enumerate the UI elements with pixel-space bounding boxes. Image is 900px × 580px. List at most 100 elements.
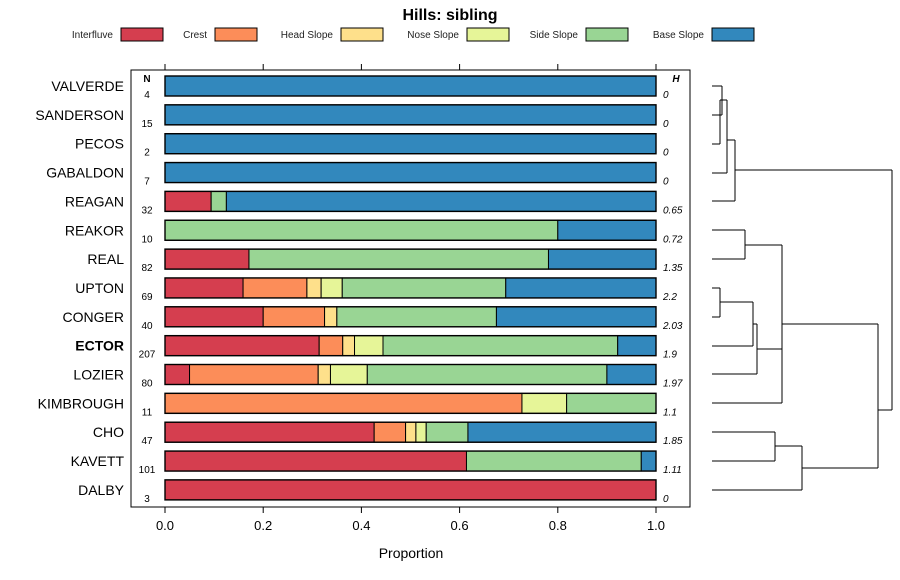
bar-segment <box>557 219 657 241</box>
category-label: REAKOR <box>65 222 124 238</box>
bar-row <box>164 479 657 501</box>
bar-segment <box>329 364 368 385</box>
h-label: 2.03 <box>662 321 683 332</box>
dendrogram-branch <box>712 99 722 145</box>
bar-segment <box>225 190 657 212</box>
bar-segment <box>640 450 657 472</box>
category-label: DALBY <box>78 482 125 498</box>
category-label: CONGER <box>63 309 124 325</box>
n-label: 82 <box>141 263 153 274</box>
bar-segment <box>189 364 319 385</box>
bar-row <box>164 450 657 472</box>
n-label: 3 <box>144 494 150 505</box>
category-label: SANDERSON <box>35 107 124 123</box>
bar-segment <box>467 421 657 443</box>
bar-outline <box>164 219 657 241</box>
category-labels: VALVERDE SANDERSON PECOS GABALDON REAGAN REAK… <box>35 78 124 498</box>
bar-row <box>164 248 657 270</box>
category-label: PECOS <box>75 136 124 152</box>
bar-row <box>164 75 657 97</box>
bar-outline <box>164 306 657 328</box>
h-label: 0.65 <box>663 205 683 216</box>
h-label: 1.1 <box>663 407 677 418</box>
bar-segment <box>164 479 657 501</box>
h-label: 1.11 <box>663 465 682 476</box>
bar-row <box>164 132 657 155</box>
legend-label: Nose Slope <box>407 30 459 41</box>
bar-segment <box>248 248 549 270</box>
n-labels: 4 15 2 7 32 10 82 69 40 207 80 11 47 101 3 <box>139 90 156 505</box>
n-label: 80 <box>141 379 153 390</box>
dendrogram-branch <box>712 244 783 404</box>
bar-row <box>164 392 657 415</box>
n-label: 7 <box>144 177 150 188</box>
bar-segment <box>547 248 657 270</box>
h-label: 2.2 <box>662 292 677 303</box>
category-label: UPTON <box>75 280 124 296</box>
legend: Interfluve Crest Head Slope Nose Slope Side … <box>72 27 755 42</box>
bar-segment <box>495 306 657 328</box>
bar-row <box>164 421 657 443</box>
bar-outline <box>164 75 657 97</box>
n-header: N <box>143 74 150 85</box>
bar-segment <box>425 421 469 443</box>
h-labels: 0 0 0 0 0.65 0.72 1.35 2.2 2.03 1.9 1.97 1.1 1.85 1.1… <box>662 90 683 505</box>
bar-segment <box>164 248 250 270</box>
dendrogram-branch <box>712 287 721 318</box>
legend-swatch <box>214 27 258 42</box>
bar-segment <box>164 392 523 414</box>
bar-segment <box>318 335 344 357</box>
bars-layer <box>164 75 657 501</box>
x-axis: 0.0 0.2 0.4 0.6 0.8 1.0 <box>156 507 665 533</box>
legend-label: Crest <box>183 30 207 41</box>
bar-segment <box>242 277 308 299</box>
n-label: 207 <box>139 350 156 361</box>
category-label: REAL <box>87 251 124 267</box>
category-label: GABALDON <box>46 165 124 181</box>
h-label: 0 <box>663 90 669 101</box>
bar-segment <box>566 392 657 414</box>
bar-outline <box>164 132 657 155</box>
bar-row <box>164 161 657 184</box>
dendrogram-branch <box>712 301 754 347</box>
legend-label: Base Slope <box>653 30 705 41</box>
legend-label: Head Slope <box>281 30 334 41</box>
bar-segment <box>366 364 608 385</box>
bar-row <box>164 219 657 241</box>
bar-segment <box>415 421 427 443</box>
bar-segment <box>164 450 467 472</box>
h-label: 1.85 <box>663 436 683 447</box>
bar-segment <box>164 219 559 241</box>
h-label: 1.97 <box>663 379 683 390</box>
bar-segment <box>324 306 338 328</box>
bar-outline <box>164 248 657 270</box>
plot-frame <box>130 69 691 508</box>
bar-segment <box>606 364 657 385</box>
dendrogram <box>712 85 893 491</box>
bar-row <box>164 363 657 386</box>
bar-segment <box>342 335 356 357</box>
bar-segment <box>262 306 326 328</box>
category-label: KIMBROUGH <box>38 395 124 411</box>
bar-segment <box>341 277 507 299</box>
x-tick-label: 0.4 <box>352 518 370 533</box>
bar-segment <box>164 335 320 357</box>
h-label: 0 <box>663 494 669 505</box>
bar-segment <box>164 75 657 97</box>
x-tick-label: 0.6 <box>451 518 469 533</box>
category-label: VALVERDE <box>51 78 124 94</box>
bar-segment <box>164 190 212 212</box>
bar-segment <box>336 306 497 328</box>
x-tick-label: 1.0 <box>647 518 665 533</box>
bar-segment <box>617 335 657 357</box>
legend-label: Side Slope <box>530 30 579 41</box>
bar-row <box>164 190 657 213</box>
bar-segment <box>164 104 657 126</box>
n-label: 101 <box>139 465 156 476</box>
h-label: 0 <box>663 119 669 130</box>
legend-swatch <box>340 27 384 42</box>
bar-segment <box>164 277 244 299</box>
bar-segment <box>306 277 322 299</box>
bar-outline <box>164 277 657 299</box>
